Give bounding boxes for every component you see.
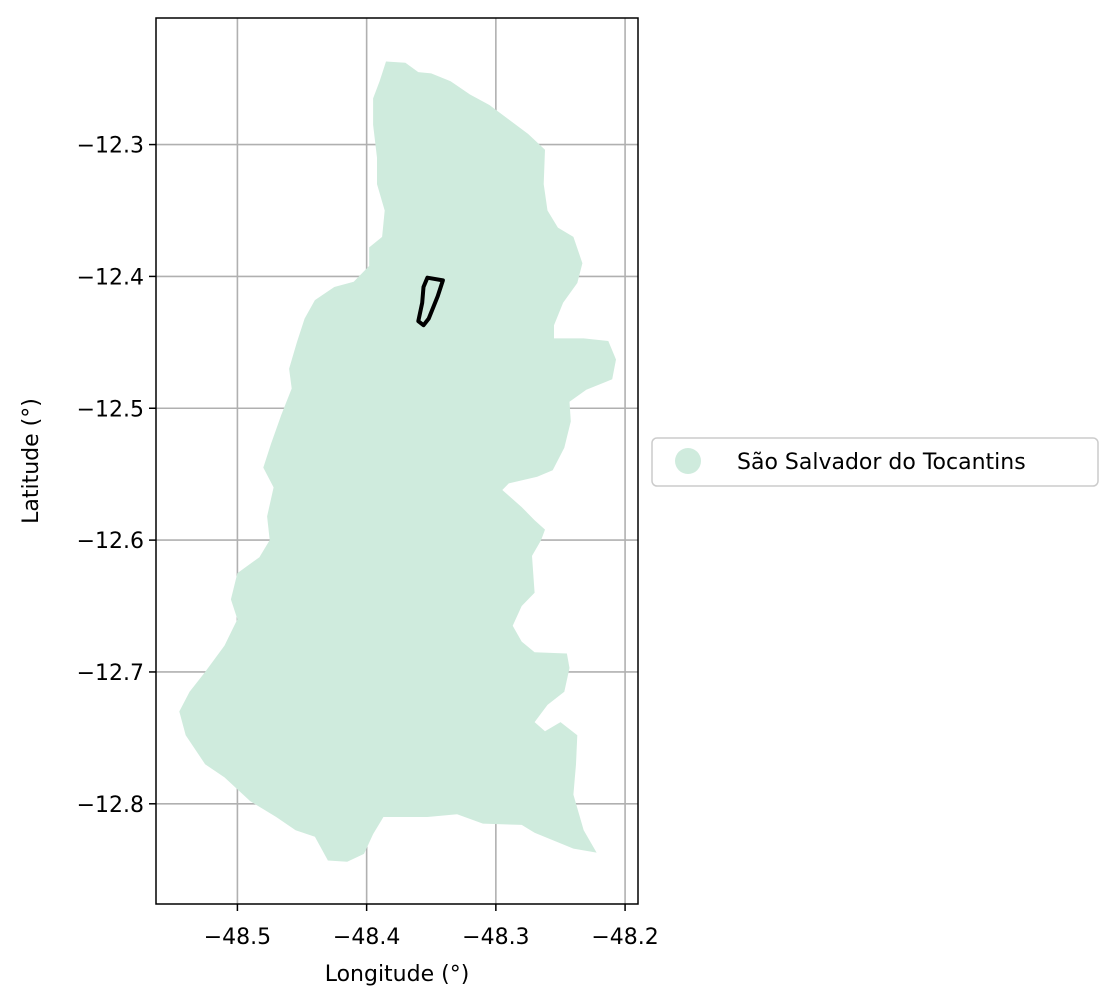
x-tick-label: −48.3 bbox=[462, 925, 529, 950]
legend-marker bbox=[675, 448, 701, 474]
y-tick-label: −12.8 bbox=[77, 793, 144, 818]
y-tick-label: −12.3 bbox=[77, 134, 144, 159]
x-axis-label: Longitude (°) bbox=[325, 962, 470, 987]
highlight-outline bbox=[416, 275, 445, 328]
y-tick-label: −12.4 bbox=[77, 265, 144, 290]
x-tick-label: −48.2 bbox=[591, 925, 658, 950]
x-axis-ticks: −48.5 −48.4 −48.3 −48.2 bbox=[204, 904, 659, 950]
legend-box bbox=[651, 437, 1099, 487]
x-tick-label: −48.5 bbox=[204, 925, 271, 950]
legend-entry-label: São Salvador do Tocantins bbox=[737, 450, 1026, 475]
y-tick-label: −12.6 bbox=[77, 529, 144, 554]
municipality-region bbox=[179, 61, 617, 862]
y-axis-ticks: −12.3 −12.4 −12.5 −12.6 −12.7 −12.8 bbox=[77, 134, 156, 818]
legend: São Salvador do Tocantins bbox=[651, 437, 1099, 487]
plot-frame bbox=[155, 17, 639, 905]
y-axis-label: Latitude (°) bbox=[19, 398, 44, 524]
y-tick-label: −12.7 bbox=[77, 661, 144, 686]
y-tick-label: −12.5 bbox=[77, 397, 144, 422]
x-tick-label: −48.4 bbox=[333, 925, 400, 950]
